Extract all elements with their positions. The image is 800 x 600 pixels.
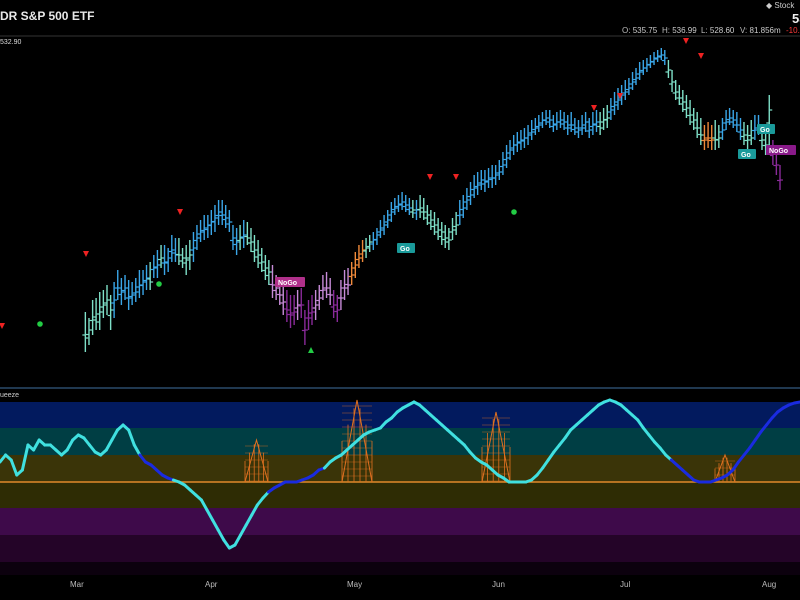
ohlc-low-value: 528.60 bbox=[709, 26, 735, 35]
signal-label-text: NoGo bbox=[278, 280, 297, 287]
oscillator-segment bbox=[239, 523, 248, 537]
oscillator-band bbox=[0, 402, 800, 428]
signal-label-box bbox=[738, 149, 756, 159]
signal-label-box bbox=[757, 124, 775, 134]
ohlc-low-label: L: bbox=[701, 26, 708, 35]
nogo-countertrend-arrow bbox=[177, 209, 183, 215]
oscillator-segment bbox=[199, 498, 209, 512]
ohlc-open-label: O: bbox=[622, 26, 631, 35]
oscillator-segment bbox=[205, 508, 215, 522]
signal-label-box bbox=[275, 277, 305, 287]
oscillator-segment bbox=[244, 513, 254, 527]
ohlc-high: H: 536.99 bbox=[662, 26, 697, 35]
signal-label-text: NoGo bbox=[769, 148, 788, 155]
go-trend-continuation-dot bbox=[511, 209, 517, 215]
oscillator-segment bbox=[731, 460, 740, 472]
oscillator-segment bbox=[32, 438, 41, 452]
oscillator-band bbox=[0, 428, 800, 455]
signal-label-text: Go bbox=[741, 152, 751, 159]
oscillator-segment bbox=[753, 430, 763, 442]
oscillator-segment bbox=[546, 450, 556, 462]
nogo-countertrend-arrow bbox=[698, 53, 704, 59]
oscillator-band bbox=[0, 535, 800, 562]
nogo-countertrend-arrow bbox=[0, 323, 5, 329]
nogo-countertrend-arrow bbox=[617, 93, 623, 99]
ohlc-open-value: 535.75 bbox=[632, 26, 658, 35]
nogo-countertrend-arrow bbox=[683, 38, 689, 44]
nogo-countertrend-arrow bbox=[427, 174, 433, 180]
ohlc-volume-value: 81.856m bbox=[749, 26, 781, 35]
oscillator-segment bbox=[233, 533, 243, 547]
signal-label-text: Go bbox=[400, 246, 410, 253]
go-trend-continuation-dot bbox=[156, 281, 162, 287]
price-tag: 532.90 bbox=[0, 39, 22, 46]
oscillator-segment bbox=[9, 458, 19, 477]
oscillator-segment bbox=[748, 438, 757, 450]
x-axis-label-apr: Apr bbox=[205, 580, 218, 589]
nogo-countertrend-arrow bbox=[453, 174, 459, 180]
signal-label-text: Go bbox=[760, 127, 770, 134]
ohlc-low: L: 528.60 bbox=[701, 26, 734, 35]
oscillator-segment bbox=[132, 443, 142, 457]
x-axis-label-aug: Aug bbox=[762, 580, 777, 589]
ohlc-volume: V: 81.856m bbox=[740, 26, 781, 35]
go-trend-continuation-dot bbox=[37, 321, 43, 327]
oscillator-segment bbox=[636, 418, 645, 430]
ohlc-high-value: 536.99 bbox=[672, 26, 697, 35]
oscillator-segment bbox=[541, 458, 550, 470]
ohlc-change: -10. bbox=[786, 26, 800, 35]
x-axis-label-jun: Jun bbox=[492, 580, 505, 589]
x-axis-label-may: May bbox=[347, 580, 363, 589]
oscillator-segment bbox=[563, 428, 573, 440]
squeeze-burst-outline bbox=[244, 438, 269, 483]
oscillator-band bbox=[0, 482, 800, 508]
signal-label-box bbox=[397, 243, 415, 253]
oscillator-segment bbox=[110, 428, 119, 442]
x-axis-label-jul: Jul bbox=[620, 580, 631, 589]
last-price: 53 bbox=[792, 11, 800, 26]
oscillator-band bbox=[0, 562, 800, 575]
oscillator-segment bbox=[211, 518, 220, 532]
oscillator-segment bbox=[104, 438, 114, 452]
squeeze-burst-outline bbox=[481, 411, 511, 483]
oscillator-segment bbox=[250, 503, 259, 517]
nogo-countertrend-arrow bbox=[591, 105, 597, 111]
oscillator-band bbox=[0, 508, 800, 535]
lower-panel-label: ueeze bbox=[0, 392, 20, 399]
oscillator-segment bbox=[792, 400, 800, 405]
oscillator-band bbox=[0, 455, 800, 482]
logo-text: Stock bbox=[774, 1, 795, 10]
oscillator-segment bbox=[65, 438, 75, 452]
x-axis-label-mar: Mar bbox=[70, 580, 84, 589]
oscillator-segment bbox=[222, 538, 231, 550]
go-countertrend-arrow bbox=[308, 347, 314, 353]
oscillator-segment bbox=[127, 428, 136, 447]
provider-logo: ◆ Stock bbox=[766, 1, 795, 10]
oscillator-segment bbox=[20, 443, 30, 472]
ohlc-high-label: H: bbox=[662, 26, 670, 35]
oscillator-segment bbox=[216, 528, 226, 542]
squeeze-burst-outline bbox=[341, 399, 373, 483]
nogo-countertrend-arrow bbox=[83, 251, 89, 257]
ohlc-volume-label: V: bbox=[740, 26, 748, 35]
signal-label-box bbox=[766, 145, 796, 155]
ohlc-open: O: 535.75 bbox=[622, 26, 657, 35]
chart-title: DR S&P 500 ETF bbox=[0, 9, 95, 23]
